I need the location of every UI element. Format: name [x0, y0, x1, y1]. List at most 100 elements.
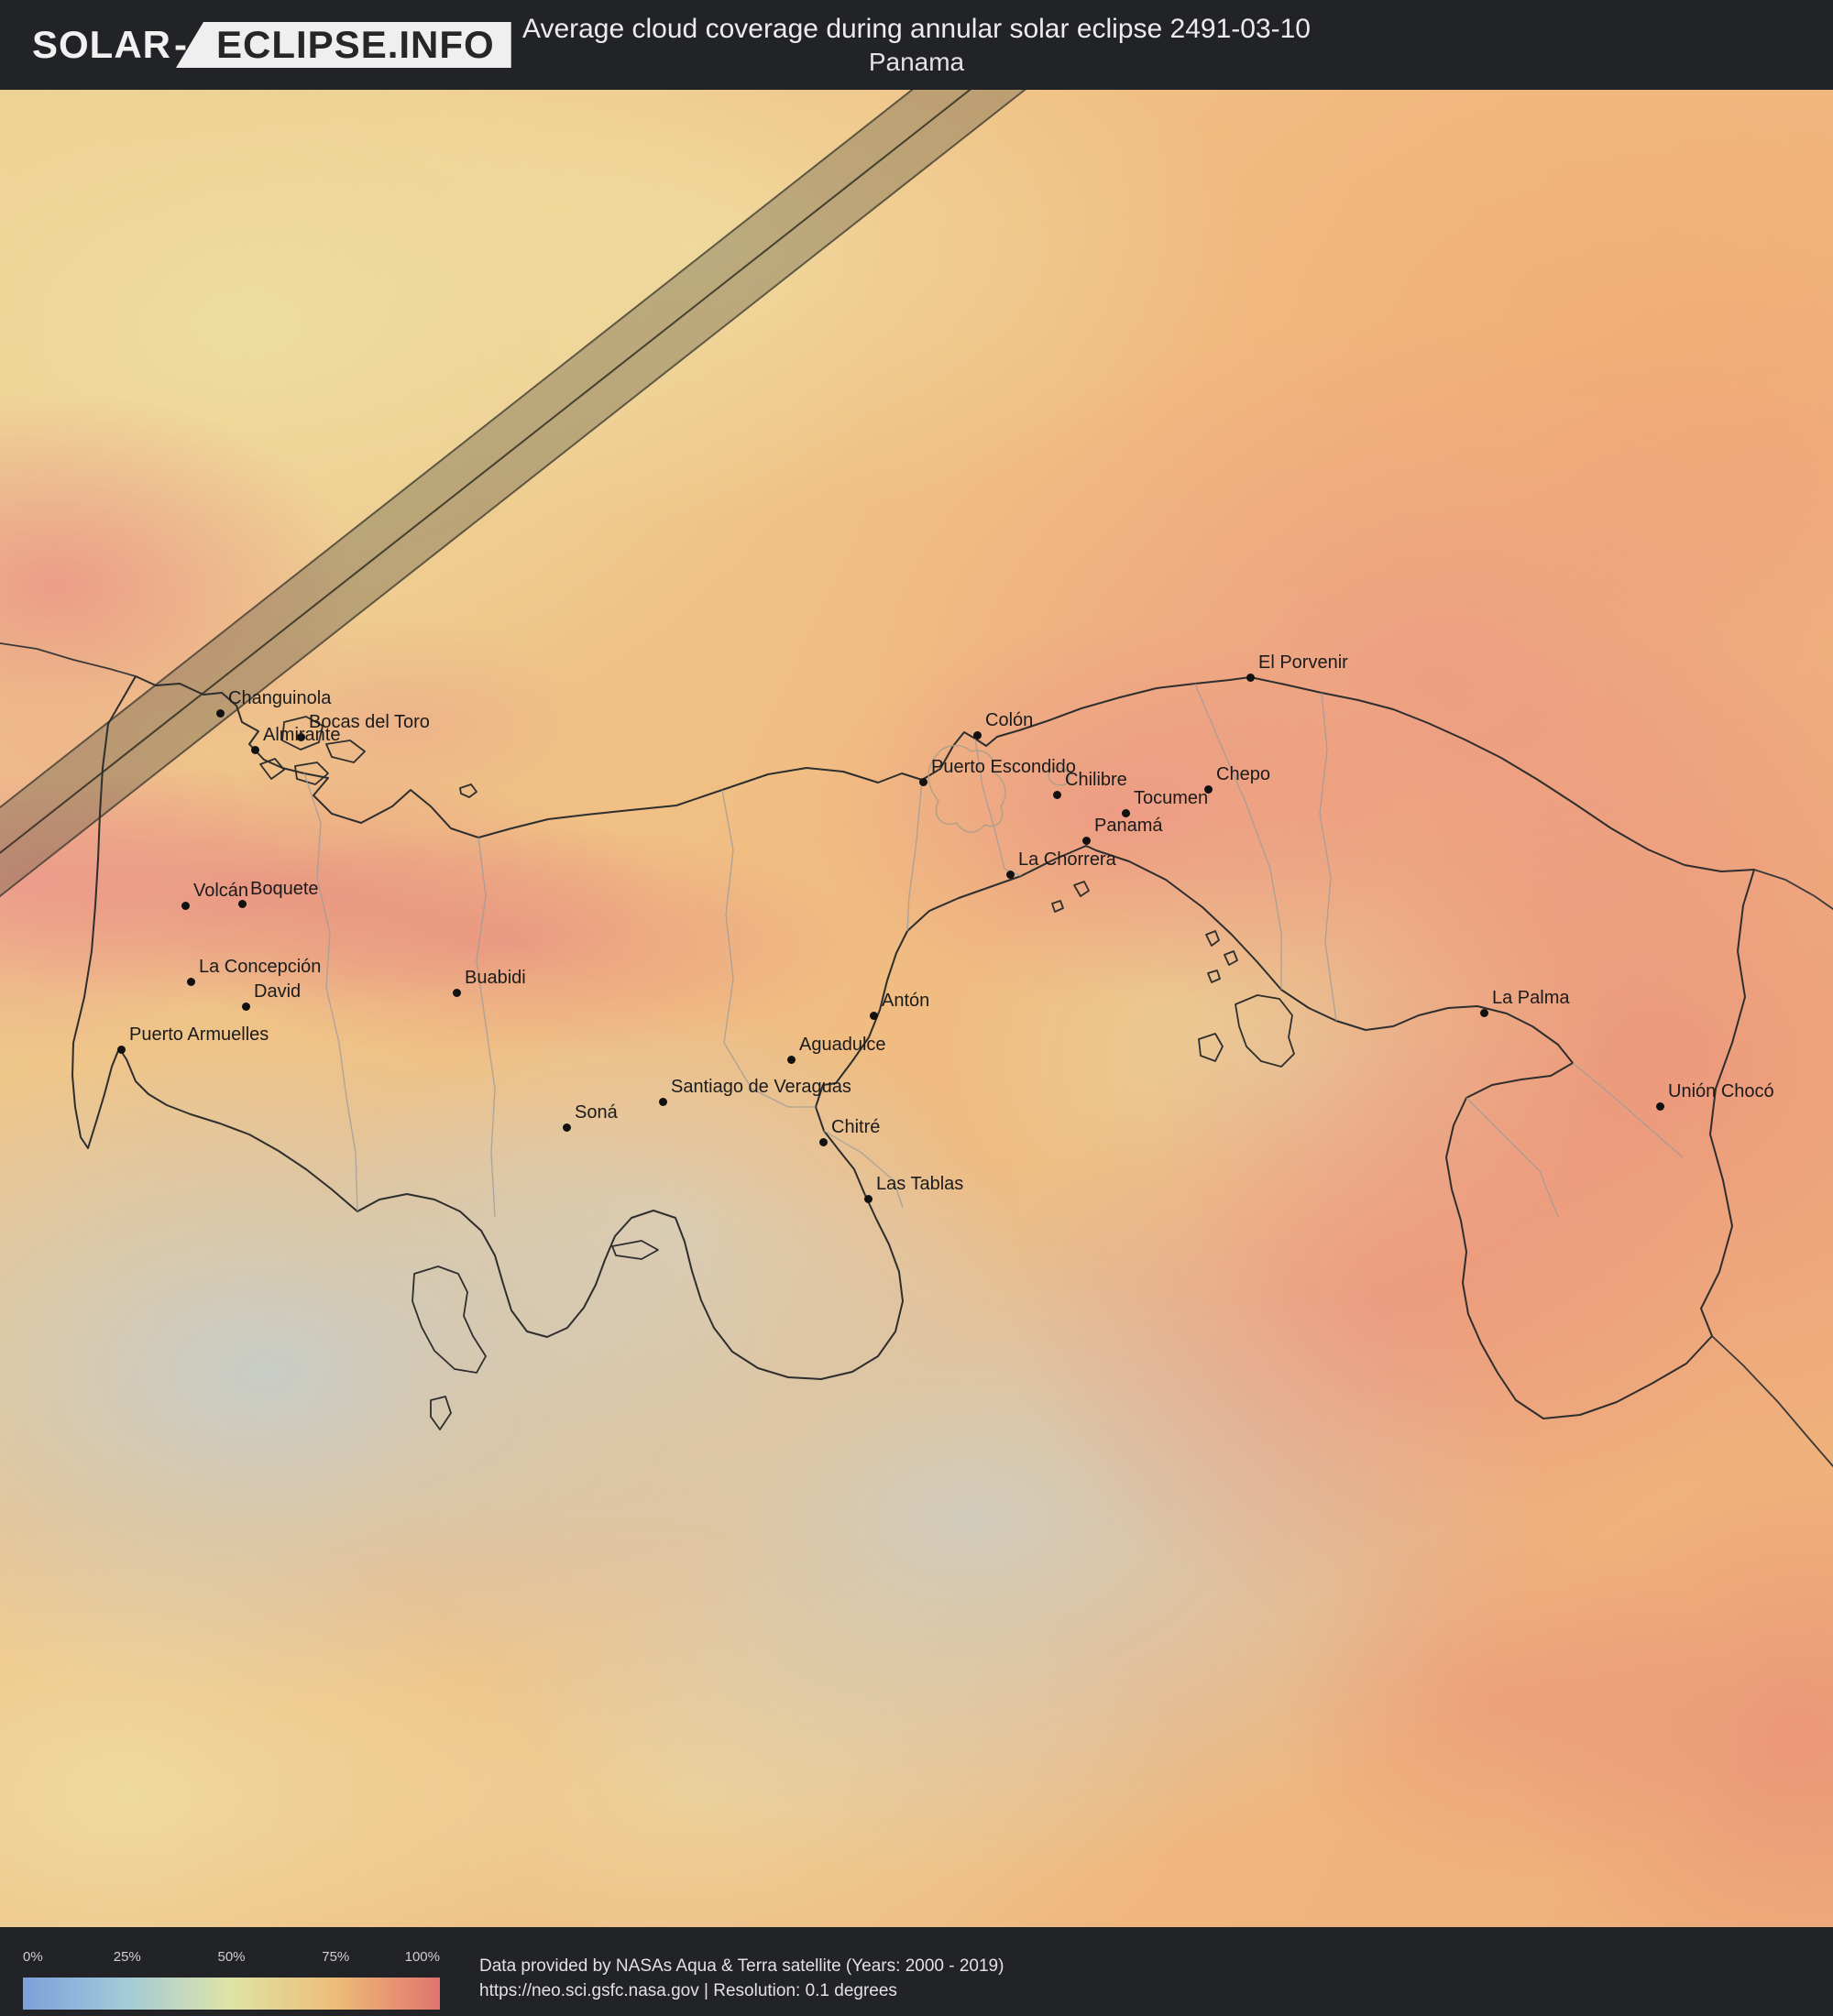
isla-cebaco [611, 1240, 659, 1260]
city-label: Puerto Escondido [931, 757, 1076, 777]
lake-alajuela [1048, 767, 1070, 786]
map-subtitle: Panama [868, 48, 965, 76]
city-label: Volcán [193, 881, 249, 901]
city-label: Santiago de Veraguas [671, 1077, 851, 1097]
city-label: Antón [882, 991, 930, 1011]
city-label: Unión Chocó [1668, 1081, 1774, 1101]
city-label: Almirante [263, 725, 341, 745]
legend-tick: 50% [217, 1949, 246, 1965]
city-label: Tocumen [1134, 788, 1209, 808]
legend-gradient-bar [23, 1978, 440, 2010]
city-label: Puerto Armuelles [129, 1024, 269, 1045]
isla-del-rey [1235, 994, 1295, 1068]
city-label: La Palma [1492, 988, 1570, 1008]
isla-coiba [412, 1265, 487, 1374]
cloud-coverage-map: Changuinola Bocas del Toro Almirante El Por… [0, 90, 1833, 1927]
city-dot [869, 1011, 878, 1020]
logo-box: ECLIPSE.INFO [176, 22, 511, 68]
city-label: La Chorrera [1018, 849, 1116, 870]
city-dot [1655, 1101, 1664, 1111]
city-markers-layer: Changuinola Bocas del Toro Almirante El Por… [0, 90, 1833, 1927]
panama-outline [71, 675, 1755, 1419]
city-dot [1052, 790, 1061, 799]
footer: 0% 25% 50% 75% 100% Data provided by NASAs A… [0, 1927, 1833, 2016]
legend-tick: 25% [113, 1949, 141, 1965]
city-label: Colón [985, 710, 1034, 730]
city-dot [1203, 784, 1213, 794]
isla-bastimentos [325, 740, 366, 763]
colombia-coast [1753, 869, 1833, 910]
province-border [1465, 1097, 1559, 1218]
city-label: El Porvenir [1258, 652, 1348, 673]
city-dot [452, 988, 461, 997]
city-label: Aguadulce [799, 1035, 886, 1055]
city-dot [972, 730, 982, 740]
province-border [476, 837, 496, 1218]
city-dot [918, 777, 927, 786]
city-label: Boquete [250, 879, 319, 899]
logo-text-solar: SOLAR [32, 23, 171, 66]
city-dot [250, 745, 259, 754]
site-logo[interactable]: SOLAR - ECLIPSE.INFO [32, 22, 511, 68]
city-dot [818, 1137, 828, 1146]
city-dot [562, 1123, 571, 1132]
isla-otoque [1051, 900, 1064, 913]
province-border [1194, 683, 1282, 990]
credits-line2: https://neo.sci.gsfc.nasa.gov | Resoluti… [479, 1981, 897, 2000]
isla-taboga [1073, 881, 1090, 897]
city-dot [215, 708, 225, 718]
city-dot [1246, 673, 1255, 682]
city-dot [237, 899, 247, 908]
province-border [1319, 692, 1337, 1022]
city-dot [296, 732, 305, 741]
legend-tick: 75% [322, 1949, 350, 1965]
city-dot [1121, 808, 1130, 817]
header: SOLAR - ECLIPSE.INFO Average cloud covera… [0, 0, 1833, 90]
escudo-de-veraguas [459, 783, 477, 798]
map-title: Average cloud coverage during annular so… [521, 14, 1311, 44]
city-label: Chepo [1216, 764, 1270, 784]
coastline-layer [0, 642, 1833, 1467]
city-label: David [254, 981, 302, 1002]
legend-ticks: 0% 25% 50% 75% 100% [23, 1949, 440, 1967]
city-label: La Concepción [199, 957, 322, 977]
lake-gatun [927, 745, 1006, 833]
province-border [303, 772, 358, 1212]
legend-tick: 100% [404, 1949, 440, 1965]
province-border [823, 1130, 904, 1209]
city-dot [1081, 836, 1091, 845]
city-label: Bocas del Toro [309, 712, 430, 732]
city-dot [241, 1002, 250, 1011]
isla-cristobal [259, 758, 285, 780]
logo-text-eclipse-info: ECLIPSE.INFO [216, 23, 495, 66]
legend-tick: 0% [23, 1949, 43, 1965]
credits-line1: Data provided by NASAs Aqua & Terra sate… [479, 1956, 1004, 1976]
isla-pedro-gonzalez [1205, 930, 1220, 947]
city-label: Chilibre [1065, 770, 1127, 790]
isla-viveros [1207, 970, 1221, 983]
data-credits: Data provided by NASAs Aqua & Terra sate… [479, 1954, 1004, 2003]
city-dot [863, 1194, 873, 1203]
isla-contadora [1224, 950, 1238, 966]
isla-san-jose [1198, 1033, 1224, 1062]
costa-rica-coast [0, 642, 137, 677]
city-dot [186, 977, 195, 986]
city-label: Las Tablas [876, 1174, 964, 1194]
isla-popa [294, 761, 329, 785]
city-dot [1005, 870, 1015, 879]
city-dot [1479, 1008, 1488, 1017]
city-label: Panamá [1094, 816, 1163, 836]
colombia-pacific-coast [1711, 1335, 1833, 1467]
city-dot [116, 1045, 126, 1054]
city-label: Chitré [831, 1117, 881, 1137]
city-label: Soná [575, 1102, 618, 1123]
isla-colon [281, 716, 324, 751]
isla-jicaron [430, 1396, 452, 1430]
city-label: Changuinola [228, 688, 332, 708]
city-dot [181, 901, 190, 910]
city-dot [658, 1097, 667, 1106]
province-border [906, 779, 923, 932]
city-dot [786, 1055, 796, 1064]
province-border [1572, 1062, 1684, 1158]
